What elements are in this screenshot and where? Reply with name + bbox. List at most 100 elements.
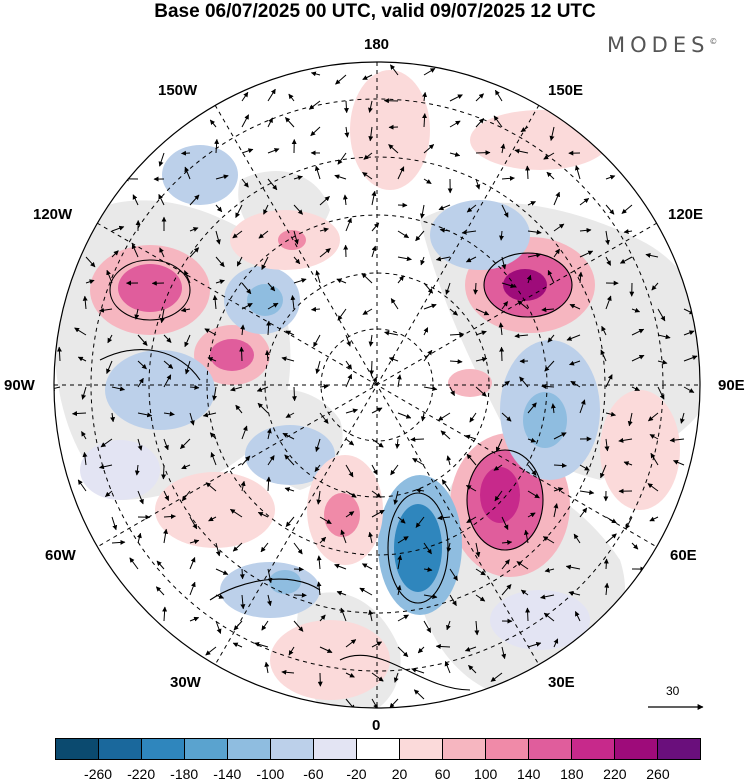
wind-arrow bbox=[679, 412, 685, 424]
wind-arrow bbox=[205, 482, 217, 492]
anomaly-negative-labrador bbox=[80, 440, 160, 500]
wind-arrow bbox=[361, 563, 373, 570]
wind-arrow bbox=[99, 464, 113, 470]
wind-arrow bbox=[437, 515, 451, 521]
anomaly-negative-hudson bbox=[105, 350, 215, 430]
anomaly-positive-north-pacific bbox=[470, 110, 610, 170]
wind-arrow bbox=[542, 536, 555, 544]
wind-arrow bbox=[264, 661, 270, 674]
wind-arrow bbox=[390, 298, 399, 310]
wind-arrow bbox=[501, 380, 510, 388]
wind-arrow bbox=[310, 71, 321, 77]
wind-arrow bbox=[631, 542, 639, 550]
wind-arrow bbox=[605, 295, 612, 310]
wind-arrow bbox=[184, 270, 191, 284]
wind-arrow bbox=[501, 412, 512, 422]
wind-arrow bbox=[368, 334, 374, 347]
wind-arrow bbox=[284, 454, 295, 466]
wind-arrow bbox=[649, 516, 659, 522]
wind-arrow bbox=[159, 308, 165, 324]
wind-arrow bbox=[72, 411, 87, 417]
lon-label-90w: 90W bbox=[4, 377, 35, 394]
wind-arrow bbox=[82, 295, 88, 310]
wind-arrow bbox=[619, 256, 633, 264]
wind-arrow bbox=[397, 516, 406, 524]
wind-arrow bbox=[111, 539, 126, 545]
anomaly-positive-pole-fringe bbox=[350, 70, 430, 190]
wind-arrow bbox=[235, 204, 243, 218]
wind-arrow bbox=[337, 308, 347, 321]
wind-arrow bbox=[543, 612, 555, 622]
wind-arrow bbox=[475, 178, 481, 190]
wind-arrow bbox=[501, 282, 516, 289]
wind-arrow bbox=[261, 256, 269, 270]
wind-arrow bbox=[111, 386, 125, 392]
wind-arrow bbox=[285, 117, 295, 128]
wind-arrow bbox=[469, 412, 477, 423]
wind-arrow bbox=[501, 539, 513, 545]
wind-arrow bbox=[310, 126, 321, 137]
wind-arrow bbox=[56, 346, 62, 362]
wind-arrow bbox=[553, 432, 567, 440]
reference-vector-label: 30 bbox=[666, 684, 680, 698]
lon-label-180: 180 bbox=[364, 36, 390, 53]
wind-arrow bbox=[159, 247, 165, 258]
colorbar-cell bbox=[658, 739, 700, 759]
wind-arrow bbox=[229, 508, 243, 518]
wind-arrow bbox=[490, 672, 503, 682]
wind-arrow bbox=[475, 568, 486, 576]
wind-arrow bbox=[134, 308, 140, 320]
wind-arrow bbox=[239, 346, 245, 362]
wind-arrow bbox=[475, 330, 487, 336]
wind-arrow bbox=[651, 282, 659, 291]
wind-arrow bbox=[319, 646, 333, 653]
wind-arrow bbox=[397, 256, 412, 262]
anomaly-positive-atlantic bbox=[155, 472, 275, 548]
wind-arrow bbox=[371, 672, 384, 682]
wind-arrow bbox=[437, 412, 451, 421]
wind-arrow bbox=[527, 229, 542, 235]
wind-arrow bbox=[499, 346, 505, 362]
wind-arrow bbox=[207, 357, 217, 362]
wind-arrow bbox=[553, 191, 560, 206]
wind-arrow bbox=[569, 360, 581, 366]
wind-arrow bbox=[423, 594, 438, 599]
wind-arrow bbox=[315, 438, 321, 452]
colorbar-tick-label: 100 bbox=[473, 766, 498, 782]
wind-arrow bbox=[189, 247, 200, 258]
wind-arrow bbox=[600, 464, 607, 479]
wind-arrow bbox=[215, 204, 223, 213]
wind-arrow bbox=[553, 248, 561, 258]
map-boundary bbox=[53, 61, 701, 709]
wind-arrow bbox=[267, 282, 276, 292]
wind-arrow bbox=[371, 245, 377, 258]
wind-arrow bbox=[319, 248, 331, 258]
wind-arrow bbox=[394, 438, 400, 449]
wind-arrow bbox=[345, 334, 351, 347]
wind-arrow bbox=[285, 516, 295, 527]
wind-arrow bbox=[137, 490, 144, 505]
wind-arrow bbox=[466, 516, 477, 524]
wind-arrow bbox=[604, 438, 610, 452]
wind-arrow bbox=[371, 641, 383, 648]
wind-arrow bbox=[293, 566, 304, 572]
wind-arrow bbox=[189, 557, 196, 570]
wind-arrow bbox=[500, 143, 506, 154]
wind-arrow bbox=[541, 383, 555, 389]
colorbar-tick-label: 20 bbox=[391, 766, 408, 782]
brand-text: MODES bbox=[607, 33, 710, 57]
wind-arrow bbox=[501, 646, 507, 660]
wind-arrow bbox=[449, 152, 461, 157]
wind-arrow bbox=[266, 476, 272, 492]
wind-arrow bbox=[240, 594, 246, 610]
wind-arrow bbox=[648, 412, 659, 422]
wind-arrow bbox=[281, 356, 295, 362]
colorbar-ticks: -260 -220 -180 -140 -100 -60 -20 20 60 100 140 180 2… bbox=[0, 766, 750, 783]
wind-arrow bbox=[163, 411, 175, 417]
wind-arrow bbox=[449, 94, 463, 102]
wind-arrow bbox=[110, 412, 116, 423]
wind-arrow bbox=[501, 204, 509, 218]
wind-arrow bbox=[423, 178, 432, 185]
wind-arrow bbox=[468, 665, 477, 674]
wind-arrow bbox=[77, 356, 87, 362]
